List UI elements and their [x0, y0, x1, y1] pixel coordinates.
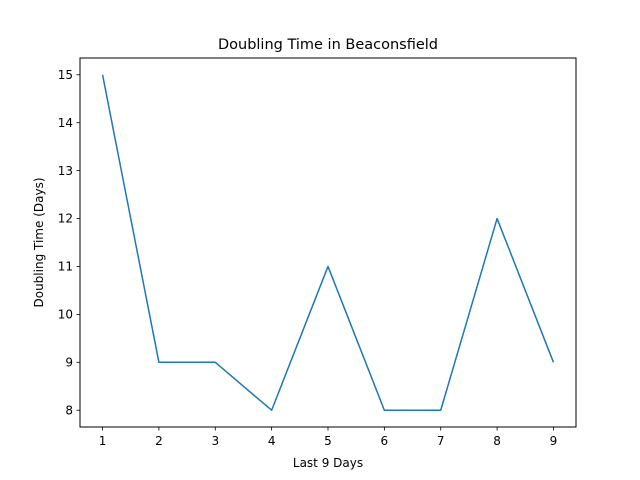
x-axis-label: Last 9 Days — [293, 456, 363, 470]
x-tick-label: 6 — [381, 434, 389, 448]
y-tick-label: 15 — [58, 68, 73, 82]
y-tick-label: 14 — [58, 116, 73, 130]
y-axis-label: Doubling Time (Days) — [32, 177, 46, 307]
x-tick-label: 9 — [550, 434, 558, 448]
x-tick-label: 2 — [155, 434, 163, 448]
x-tick-label: 7 — [437, 434, 445, 448]
series-line-1 — [101, 74, 555, 411]
y-tick-label: 9 — [65, 356, 73, 370]
x-tick-label: 1 — [99, 434, 107, 448]
y-axis: 8 9 10 11 12 13 14 15 — [58, 68, 80, 417]
y-tick-label: 12 — [58, 212, 73, 226]
plot-area — [101, 74, 555, 411]
x-axis: 1 2 3 4 5 6 7 8 9 — [99, 427, 558, 448]
x-tick-label: 5 — [324, 434, 332, 448]
plot-frame — [79, 57, 577, 428]
chart-title: Doubling Time in Beaconsfield — [218, 37, 438, 53]
x-tick-label: 4 — [268, 434, 276, 448]
x-tick-label: 8 — [493, 434, 501, 448]
y-tick-label: 8 — [65, 403, 73, 417]
y-tick-label: 13 — [58, 164, 73, 178]
y-tick-label: 10 — [58, 308, 73, 322]
x-tick-label: 3 — [211, 434, 219, 448]
y-tick-label: 11 — [58, 260, 73, 274]
